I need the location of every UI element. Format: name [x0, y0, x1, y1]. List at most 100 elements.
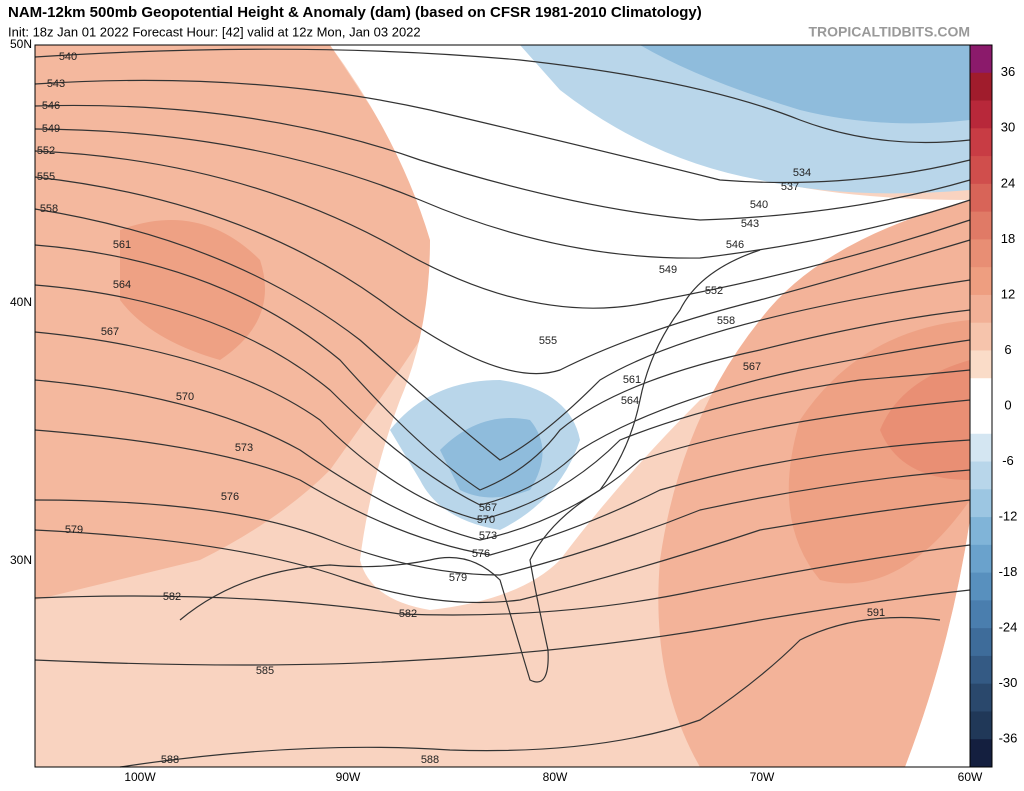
colorbar-segment	[970, 72, 992, 102]
contour-label: 576	[472, 548, 490, 560]
contour-label: 534	[793, 167, 811, 179]
contour-label: 582	[399, 608, 417, 620]
contour-label: 573	[479, 530, 497, 542]
subtitle: Init: 18z Jan 01 2022 Forecast Hour: [42…	[8, 24, 421, 39]
contour-label: 567	[743, 361, 761, 373]
contour-label: 585	[256, 665, 274, 677]
colorbar-segment	[970, 406, 992, 435]
contour-label: 549	[659, 264, 677, 276]
longitude-label: 80W	[543, 770, 568, 784]
colorbar-segment	[970, 572, 992, 601]
contours	[34, 48, 971, 768]
contour-line	[34, 469, 971, 576]
colorbar-segment	[970, 628, 992, 657]
contour-label: 558	[717, 315, 735, 327]
contour-label: 591	[867, 607, 885, 619]
colorbar-segment	[970, 100, 992, 129]
colorbar-tick-label: 24	[1001, 175, 1015, 190]
colorbar-segment	[970, 322, 992, 351]
title: NAM-12km 500mb Geopotential Height & Ano…	[8, 4, 702, 21]
longitude-label: 70W	[750, 770, 775, 784]
contour-label: 588	[421, 754, 439, 766]
colorbar-segment	[970, 350, 992, 379]
contour-label: 555	[37, 171, 55, 183]
contour-line	[34, 48, 971, 144]
contour-line	[34, 176, 971, 375]
contour-label: 546	[726, 239, 744, 251]
colorbar-segment	[970, 267, 992, 296]
latitude-label: 40N	[10, 295, 32, 309]
colorbar-segment	[970, 294, 992, 324]
contour-line	[34, 589, 971, 666]
colorbar-segment	[970, 156, 992, 185]
positive-anomaly	[880, 360, 970, 480]
colorbar-frame	[969, 44, 993, 768]
longitude-label: 90W	[336, 770, 361, 784]
contour-label: 570	[176, 391, 194, 403]
colorbar-segment	[970, 683, 992, 712]
contour-line	[34, 244, 971, 491]
contour-label: 567	[479, 502, 497, 514]
colorbar-segment	[970, 239, 992, 268]
colorbar-tick-label: -30	[999, 675, 1018, 690]
contour-label: 543	[741, 218, 759, 230]
colorbar-segment	[970, 183, 992, 213]
contour-line	[34, 208, 971, 461]
colorbar-tick-label: 6	[1004, 342, 1011, 357]
colorbar-segment	[970, 739, 992, 768]
longitude-label: 100W	[124, 770, 156, 784]
colorbar-segment	[970, 378, 992, 407]
colorbar-segment	[970, 655, 992, 685]
negative-anomaly	[440, 418, 543, 498]
colorbar-segment	[970, 600, 992, 629]
contour-label: 555	[539, 335, 557, 347]
colorbar-segment	[970, 433, 992, 463]
latitude-label: 30N	[10, 553, 32, 567]
contour-label: 540	[59, 51, 77, 63]
contour-label: 546	[42, 100, 60, 112]
contour-line	[34, 429, 971, 556]
axis-labels: 50N 40N 30N 100W 90W 80W 70W 60W	[10, 37, 983, 784]
contour-line	[34, 104, 971, 221]
colorbar-tick-label: -18	[999, 564, 1018, 579]
contour-label: 558	[40, 203, 58, 215]
contour-label: 579	[449, 572, 467, 584]
colorbar-segment	[970, 45, 992, 74]
contour-line	[34, 150, 971, 309]
contour-label: 573	[235, 442, 253, 454]
contour-label: 552	[37, 145, 55, 157]
contour-label: 552	[705, 285, 723, 297]
latitude-label: 50N	[10, 37, 32, 51]
colorbar-tick-label: -12	[999, 509, 1018, 524]
contour-line	[34, 128, 971, 259]
contour-label: 582	[163, 591, 181, 603]
contour-label: 564	[113, 279, 131, 291]
contour-label: 570	[477, 514, 495, 526]
contour-line	[34, 79, 971, 184]
contour-line	[119, 616, 941, 768]
contour-line	[34, 284, 971, 506]
colorbar-tick-label: 30	[1001, 120, 1015, 135]
contour-label: 588	[161, 754, 179, 766]
contour-label: 543	[47, 78, 65, 90]
colorbar: 36 30 24 18 12 6 0 -6 -12 -18 -24 -30 -36	[969, 44, 1018, 768]
colorbar-tick-label: 12	[1001, 286, 1015, 301]
contour-line	[34, 544, 971, 616]
colorbar-segment	[970, 517, 992, 546]
contour-label: 540	[750, 199, 768, 211]
anomaly-region	[120, 220, 265, 360]
contour-line	[34, 379, 971, 541]
contour-line	[34, 499, 971, 604]
watermark: TROPICALTIDBITS.COM	[808, 24, 970, 40]
contour-label: 549	[42, 123, 60, 135]
colorbar-segment	[970, 711, 992, 740]
colorbar-segment	[970, 128, 992, 157]
contour-label: 564	[621, 395, 639, 407]
contour-labels: 5405435465495525555585615645675705735765…	[37, 51, 885, 766]
colorbar-segment	[970, 461, 992, 490]
contour-label: 576	[221, 491, 239, 503]
negative-anomaly	[640, 45, 970, 124]
colorbar-tick-label: -36	[999, 731, 1018, 746]
colorbar-segment	[970, 211, 992, 240]
